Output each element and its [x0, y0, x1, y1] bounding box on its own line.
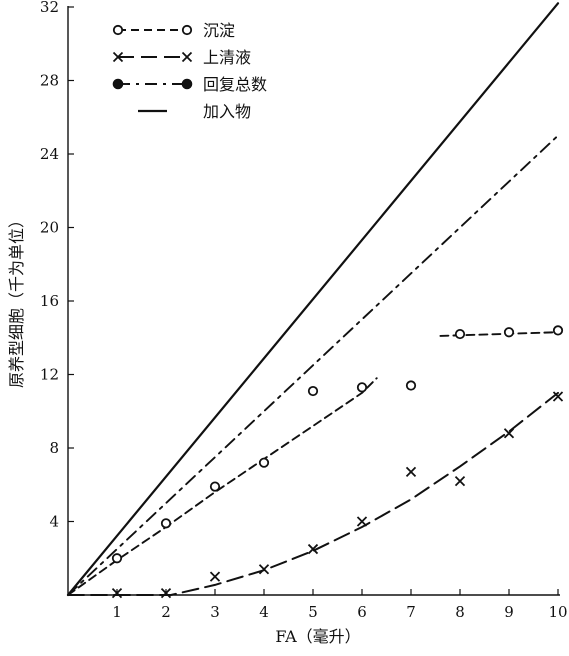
legend-label-1: 上清液	[203, 48, 251, 67]
x-tick-label-7: 8	[455, 603, 465, 621]
y-tick-label-1: 8	[49, 439, 59, 457]
series-1-point-9	[552, 391, 564, 402]
series-1-point-0-b	[111, 588, 123, 599]
x-tick-label-1: 2	[161, 603, 171, 621]
x-tick-label-5: 6	[357, 603, 367, 621]
series-0-point-2	[209, 481, 221, 492]
series-1-point-7-b	[454, 475, 466, 487]
legend-marker-start-1	[112, 51, 124, 63]
series-1-point-2	[209, 571, 221, 582]
legend-marker-end-2	[181, 78, 193, 90]
series-1-point-7	[454, 475, 466, 487]
series-1-point-8	[503, 428, 515, 439]
y-tick-label-2: 12	[40, 366, 59, 384]
x-tick-label-0: 1	[112, 603, 122, 621]
x-tick-label-4: 5	[308, 603, 318, 621]
series-1-point-3	[258, 564, 270, 575]
series-1-point-6	[405, 466, 417, 478]
series-line-3	[66, 2, 560, 597]
series-4-point-1	[503, 327, 515, 338]
series-1-point-9-b	[552, 391, 564, 402]
x-tick-label-3: 4	[259, 603, 269, 621]
legend-label-0: 沉淀	[203, 21, 235, 40]
series-1-point-5	[356, 516, 368, 527]
legend-marker-end-0	[181, 24, 193, 36]
y-tick-label-3: 16	[40, 292, 59, 310]
x-tick-label-6: 7	[406, 603, 416, 621]
x-tick-label-2: 3	[210, 603, 220, 621]
series-line-1	[67, 391, 559, 596]
legend-marker-end-1-b	[181, 51, 193, 63]
legend-marker-start-2	[112, 78, 124, 90]
y-tick-label-7: 32	[40, 0, 59, 16]
series-0-point-3	[258, 457, 270, 468]
legend-label-3: 加入物	[203, 102, 251, 121]
series-1-point-5-b	[356, 516, 368, 527]
series-0-point-5	[356, 382, 368, 393]
legend-label-2: 回复总数	[203, 75, 267, 94]
series-markers	[111, 325, 564, 599]
series-1-point-0	[111, 588, 123, 599]
series-0-point-0	[111, 553, 123, 564]
series-4-point-0	[454, 328, 466, 340]
y-tick-label-4: 20	[40, 219, 59, 237]
series-1-point-4-b	[307, 543, 319, 555]
series-1-point-4	[307, 543, 319, 555]
series-4-point-2	[552, 325, 564, 336]
y-axis-label: 原养型细胞（千为单位）	[7, 212, 26, 388]
series-1-point-8-b	[503, 428, 515, 439]
series-1-point-1-b	[160, 588, 172, 599]
legend-marker-start-1-b	[112, 51, 124, 63]
y-tick-label-6: 28	[40, 72, 59, 90]
series-line-2	[67, 134, 559, 596]
x-tick-label-8: 9	[504, 603, 514, 621]
series-1-point-3-b	[258, 564, 270, 575]
series-0-point-1	[160, 518, 172, 529]
series-0-point-4	[307, 385, 319, 397]
y-tick-label-5: 24	[40, 145, 59, 163]
legend-marker-start-0	[112, 24, 124, 36]
series-1-point-6-b	[405, 466, 417, 478]
series-1-point-2-b	[209, 571, 221, 582]
x-axis-label: FA（毫升）	[275, 627, 360, 646]
series-line-0	[67, 377, 378, 596]
legend-marker-end-1	[181, 51, 193, 63]
series-0-point-6	[405, 380, 417, 391]
y-tick-label-0: 4	[49, 513, 59, 531]
series-lines	[66, 2, 560, 597]
series-1-point-1	[160, 588, 172, 599]
x-tick-label-9: 10	[548, 603, 567, 621]
